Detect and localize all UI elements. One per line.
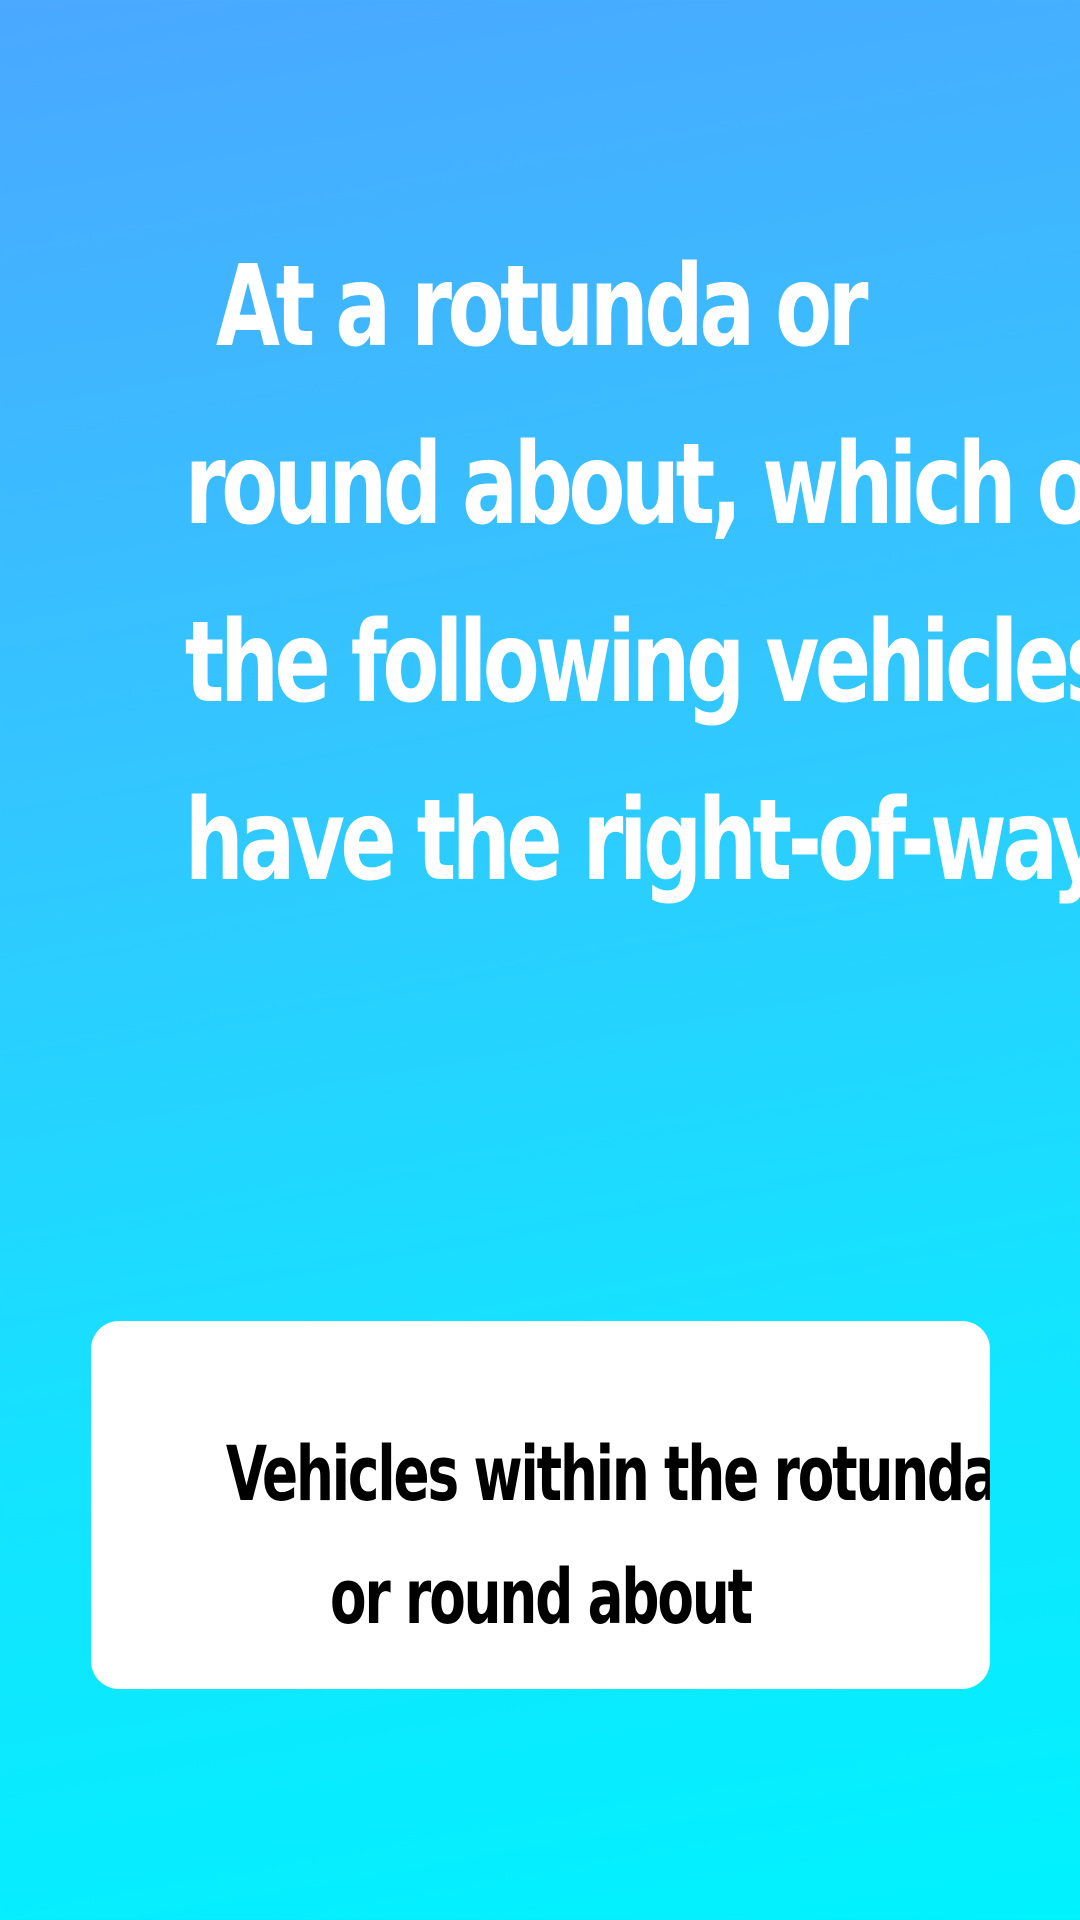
- answer-line: Vehicles within the rotunda: [225, 1429, 990, 1518]
- question-line: round about, which of: [184, 420, 1080, 550]
- answer-line: or round about: [330, 1552, 753, 1641]
- question-line: the following vehicles: [184, 598, 1080, 728]
- question-text: At a rotunda or round about, which of th…: [184, 218, 1080, 930]
- answer-text: Vehicles within the rotunda or round abo…: [225, 1412, 990, 1658]
- answer-card[interactable]: Vehicles within the rotunda or round abo…: [91, 1321, 990, 1689]
- question-line: have the right-of-way?: [184, 776, 1080, 906]
- question-line: At a rotunda or: [215, 242, 869, 372]
